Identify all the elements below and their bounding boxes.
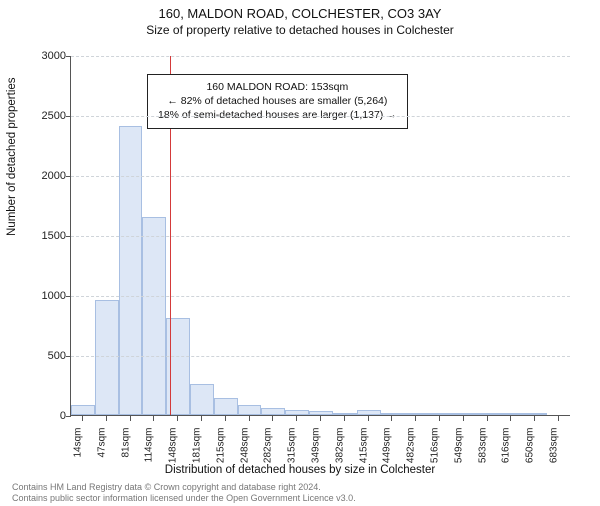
histogram-bar bbox=[523, 413, 547, 415]
xtick-mark bbox=[320, 416, 321, 421]
histogram-bar bbox=[309, 411, 333, 415]
ytick-label: 500 bbox=[6, 350, 66, 362]
callout-line2: ← 82% of detached houses are smaller (5,… bbox=[158, 94, 397, 108]
xtick-mark bbox=[225, 416, 226, 421]
xtick-mark bbox=[368, 416, 369, 421]
histogram-bar bbox=[404, 413, 428, 415]
ytick-mark bbox=[66, 116, 71, 117]
chart-container: 160 MALDON ROAD: 153sqm ← 82% of detache… bbox=[70, 56, 570, 416]
histogram-bar bbox=[333, 413, 357, 415]
xtick-mark bbox=[130, 416, 131, 421]
xtick-mark bbox=[534, 416, 535, 421]
histogram-bar bbox=[238, 405, 262, 415]
page-subtitle: Size of property relative to detached ho… bbox=[0, 23, 600, 37]
xtick-mark bbox=[463, 416, 464, 421]
histogram-bar bbox=[142, 217, 166, 415]
histogram-bar bbox=[357, 410, 381, 415]
xtick-mark bbox=[106, 416, 107, 421]
histogram-bar bbox=[452, 413, 476, 415]
xticks-layer: 14sqm47sqm81sqm114sqm148sqm181sqm215sqm2… bbox=[70, 416, 570, 466]
gridline bbox=[71, 296, 570, 297]
ytick-mark bbox=[66, 56, 71, 57]
footer-line1: Contains HM Land Registry data © Crown c… bbox=[12, 482, 356, 493]
histogram-bar bbox=[381, 413, 405, 415]
xtick-mark bbox=[558, 416, 559, 421]
histogram-bar bbox=[71, 405, 95, 415]
histogram-bar bbox=[285, 410, 309, 415]
histogram-bar bbox=[476, 413, 500, 415]
histogram-bar bbox=[214, 398, 238, 415]
plot-area: 160 MALDON ROAD: 153sqm ← 82% of detache… bbox=[70, 56, 570, 416]
gridline bbox=[71, 356, 570, 357]
histogram-bar bbox=[500, 413, 524, 415]
gridline bbox=[71, 176, 570, 177]
callout-box: 160 MALDON ROAD: 153sqm ← 82% of detache… bbox=[147, 74, 408, 129]
xtick-mark bbox=[391, 416, 392, 421]
ytick-mark bbox=[66, 356, 71, 357]
histogram-bar bbox=[428, 413, 452, 415]
xtick-mark bbox=[487, 416, 488, 421]
page-title: 160, MALDON ROAD, COLCHESTER, CO3 3AY bbox=[0, 6, 600, 21]
histogram-bar bbox=[119, 126, 143, 415]
gridline bbox=[71, 236, 570, 237]
xtick-mark bbox=[153, 416, 154, 421]
ytick-label: 0 bbox=[6, 410, 66, 422]
ytick-mark bbox=[66, 176, 71, 177]
gridline bbox=[71, 56, 570, 57]
xtick-mark bbox=[82, 416, 83, 421]
ytick-label: 1000 bbox=[6, 290, 66, 302]
xtick-mark bbox=[439, 416, 440, 421]
histogram-bar bbox=[95, 300, 119, 415]
xtick-mark bbox=[249, 416, 250, 421]
xtick-mark bbox=[201, 416, 202, 421]
xtick-mark bbox=[272, 416, 273, 421]
ytick-mark bbox=[66, 236, 71, 237]
xtick-mark bbox=[510, 416, 511, 421]
callout-line1: 160 MALDON ROAD: 153sqm bbox=[158, 80, 397, 94]
gridline bbox=[71, 116, 570, 117]
xtick-mark bbox=[415, 416, 416, 421]
y-axis-label: Number of detached properties bbox=[6, 77, 18, 236]
xtick-mark bbox=[296, 416, 297, 421]
ytick-label: 3000 bbox=[6, 50, 66, 62]
xtick-mark bbox=[177, 416, 178, 421]
histogram-bar bbox=[190, 384, 214, 415]
histogram-bar bbox=[261, 408, 285, 415]
footer-line2: Contains public sector information licen… bbox=[12, 493, 356, 504]
footer-attribution: Contains HM Land Registry data © Crown c… bbox=[12, 482, 356, 504]
xtick-mark bbox=[344, 416, 345, 421]
x-axis-label: Distribution of detached houses by size … bbox=[0, 464, 600, 476]
ytick-mark bbox=[66, 296, 71, 297]
